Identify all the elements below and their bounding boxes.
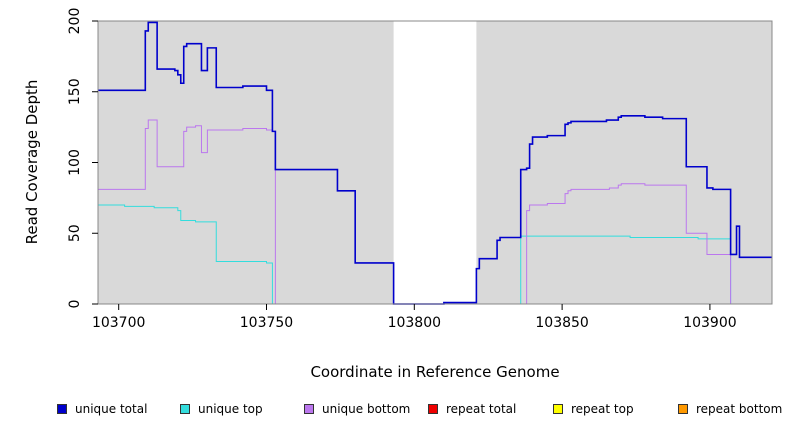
legend-label: repeat total <box>446 402 517 416</box>
series-line-unique-top <box>98 204 772 305</box>
legend-label: unique top <box>198 402 263 416</box>
legend-swatch <box>57 404 67 414</box>
y-tick-label: 0 <box>67 300 83 309</box>
series-line-unique-total <box>98 21 772 305</box>
y-axis-label: Read Coverage Depth <box>23 80 41 245</box>
legend-swatch <box>678 404 688 414</box>
x-axis-label: Coordinate in Reference Genome <box>310 363 559 381</box>
x-tick-label: 103850 <box>535 315 588 331</box>
legend-item: unique top <box>180 398 263 420</box>
legend: unique total unique top unique bottom repea… <box>0 398 792 420</box>
legend-item: unique bottom <box>304 398 410 420</box>
legend-item: unique total <box>57 398 147 420</box>
y-tick-label: 50 <box>67 224 83 242</box>
legend-label: repeat bottom <box>696 402 783 416</box>
legend-item: repeat top <box>553 398 634 420</box>
legend-item: repeat bottom <box>678 398 782 420</box>
coverage-chart: 103700 103750 103800 103850 103900 0 50 100 150 2… <box>23 8 773 381</box>
legend-label: unique total <box>75 402 148 416</box>
legend-swatch <box>304 404 314 414</box>
x-tick-label: 103700 <box>92 315 145 331</box>
axis-layer: 103700 103750 103800 103850 103900 0 50 100 150 2… <box>67 8 737 331</box>
legend-swatch <box>553 404 563 414</box>
x-tick-label: 103900 <box>683 315 736 331</box>
y-tick-label: 100 <box>67 149 83 176</box>
x-tick-label: 103800 <box>388 315 441 331</box>
y-tick-label: 200 <box>67 8 83 35</box>
legend-item: repeat total <box>428 398 516 420</box>
legend-swatch <box>428 404 438 414</box>
x-tick-label: 103750 <box>240 315 293 331</box>
legend-label: repeat top <box>571 402 634 416</box>
series-line-unique-bottom <box>98 119 772 305</box>
legend-label: unique bottom <box>322 402 411 416</box>
gap-region <box>393 21 477 304</box>
legend-swatch <box>180 404 190 414</box>
y-tick-label: 150 <box>67 78 83 105</box>
